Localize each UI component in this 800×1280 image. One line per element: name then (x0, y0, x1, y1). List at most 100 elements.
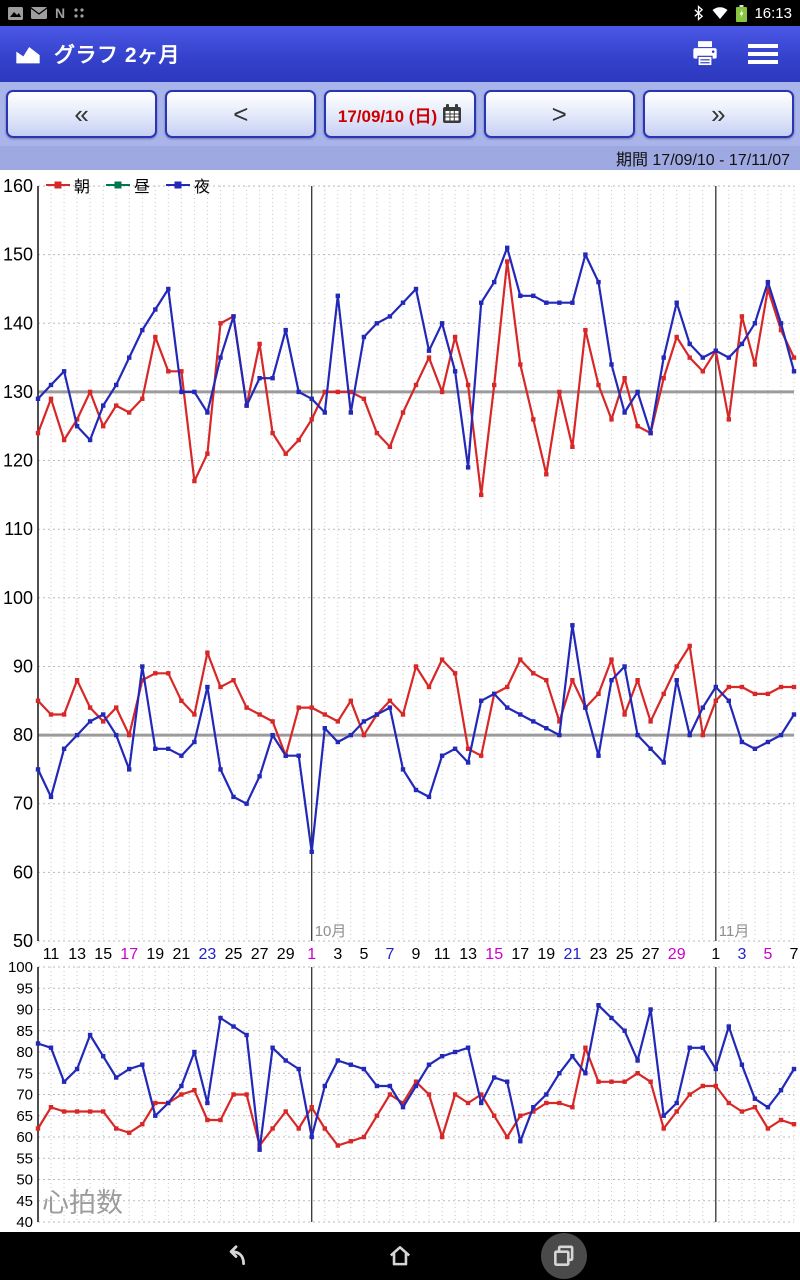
legend-item: 朝 (46, 173, 90, 197)
status-bar: N 16:13 (0, 0, 800, 26)
svg-text:110: 110 (4, 519, 33, 539)
svg-text:13: 13 (459, 946, 477, 963)
notification-icons: N (8, 5, 693, 21)
recents-button[interactable] (541, 1233, 587, 1279)
svg-text:75: 75 (16, 1065, 33, 1082)
svg-text:29: 29 (668, 946, 686, 963)
svg-text:11: 11 (434, 946, 451, 963)
svg-text:21: 21 (564, 946, 582, 963)
svg-text:15: 15 (485, 946, 503, 963)
app-bar: グラフ 2ヶ月 (0, 26, 800, 82)
legend-marker-icon (106, 181, 131, 189)
svg-text:5: 5 (359, 946, 368, 963)
period-label: 期間 17/09/10 - 17/11/07 (615, 152, 790, 169)
page-title: グラフ 2ヶ月 (54, 44, 181, 67)
prev-page-button[interactable]: < (165, 90, 317, 138)
svg-text:45: 45 (16, 1193, 33, 1210)
svg-text:11月: 11月 (719, 923, 750, 940)
svg-text:27: 27 (251, 946, 269, 963)
battery-charging-icon (736, 4, 748, 22)
svg-text:23: 23 (199, 946, 217, 963)
current-date-label: 17/09/10 (日) (337, 106, 438, 126)
svg-text:150: 150 (3, 245, 33, 265)
first-page-button[interactable]: « (6, 90, 158, 138)
svg-text:10月: 10月 (315, 923, 347, 940)
legend-label: 朝 (74, 179, 91, 196)
svg-text:85: 85 (16, 1023, 33, 1040)
chart-legend: 朝昼夜 (46, 173, 210, 197)
legend-marker-icon (46, 181, 70, 189)
svg-text:25: 25 (225, 946, 243, 963)
svg-text:7: 7 (790, 946, 799, 963)
date-picker-button[interactable]: 17/09/10 (日) (324, 90, 476, 138)
last-page-button[interactable]: » (642, 90, 795, 138)
legend-label: 夜 (194, 179, 211, 196)
photo-notification-icon (8, 6, 23, 20)
legend-label: 昼 (134, 179, 151, 196)
back-button[interactable] (213, 1233, 259, 1279)
recent-apps-icon (554, 1245, 574, 1266)
svg-text:55: 55 (16, 1150, 33, 1167)
svg-text:15: 15 (94, 946, 112, 963)
home-button[interactable] (377, 1233, 423, 1279)
status-indicators: 16:13 (693, 4, 792, 22)
svg-text:140: 140 (3, 313, 33, 333)
hamburger-menu-icon (748, 44, 778, 64)
svg-text:90: 90 (16, 1002, 33, 1019)
svg-text:3: 3 (333, 946, 342, 963)
svg-text:27: 27 (642, 946, 660, 963)
svg-text:19: 19 (146, 946, 164, 963)
svg-text:70: 70 (13, 794, 33, 814)
n-app-notification-icon: N (55, 5, 66, 21)
svg-text:29: 29 (277, 946, 295, 963)
svg-text:90: 90 (13, 656, 33, 676)
graph-app-icon (16, 47, 40, 64)
android-nav-bar (0, 1232, 800, 1280)
svg-text:95: 95 (16, 980, 33, 997)
print-button[interactable] (682, 31, 728, 77)
bp-pulse-chart: 5060708090100110120130140150160404550556… (3, 176, 799, 1231)
svg-text:160: 160 (3, 176, 33, 196)
home-icon (389, 1246, 411, 1266)
back-icon (229, 1245, 245, 1265)
wifi-icon (712, 7, 728, 19)
svg-text:1: 1 (307, 946, 316, 963)
svg-text:25: 25 (616, 946, 634, 963)
legend-item: 夜 (166, 173, 210, 197)
printer-icon (693, 41, 717, 67)
date-pager: « < 17/09/10 (日) > » (0, 82, 800, 146)
svg-text:9: 9 (412, 946, 421, 963)
svg-text:60: 60 (16, 1129, 33, 1146)
calendar-icon (443, 104, 462, 123)
svg-text:130: 130 (3, 382, 33, 402)
svg-text:80: 80 (16, 1044, 33, 1061)
svg-text:23: 23 (590, 946, 608, 963)
clock: 16:13 (754, 4, 792, 22)
svg-text:13: 13 (68, 946, 86, 963)
svg-text:100: 100 (8, 959, 33, 976)
svg-text:19: 19 (537, 946, 555, 963)
svg-text:50: 50 (16, 1172, 33, 1189)
svg-text:3: 3 (737, 946, 746, 963)
svg-text:120: 120 (3, 451, 33, 471)
svg-text:心拍数: 心拍数 (42, 1188, 123, 1218)
next-page-button[interactable]: > (483, 90, 635, 138)
svg-text:70: 70 (16, 1087, 33, 1104)
svg-text:65: 65 (16, 1108, 33, 1125)
legend-marker-icon (166, 181, 191, 189)
dots-notification-icon (74, 8, 84, 18)
svg-text:21: 21 (173, 946, 191, 963)
period-strip: 期間 17/09/10 - 17/11/07 (0, 146, 800, 170)
chart-area: 朝昼夜 50 60 70 80 90 100 110 120 130 140 150 160 40 45 5… (0, 170, 800, 1232)
svg-text:50: 50 (13, 931, 33, 951)
mail-notification-icon (31, 7, 47, 19)
menu-button[interactable] (740, 31, 786, 77)
svg-text:100: 100 (3, 588, 33, 608)
svg-text:17: 17 (120, 946, 138, 963)
svg-text:7: 7 (385, 946, 394, 963)
bluetooth-icon (694, 5, 704, 21)
legend-item: 昼 (106, 173, 150, 197)
svg-text:11: 11 (43, 946, 60, 963)
svg-text:80: 80 (13, 725, 33, 745)
